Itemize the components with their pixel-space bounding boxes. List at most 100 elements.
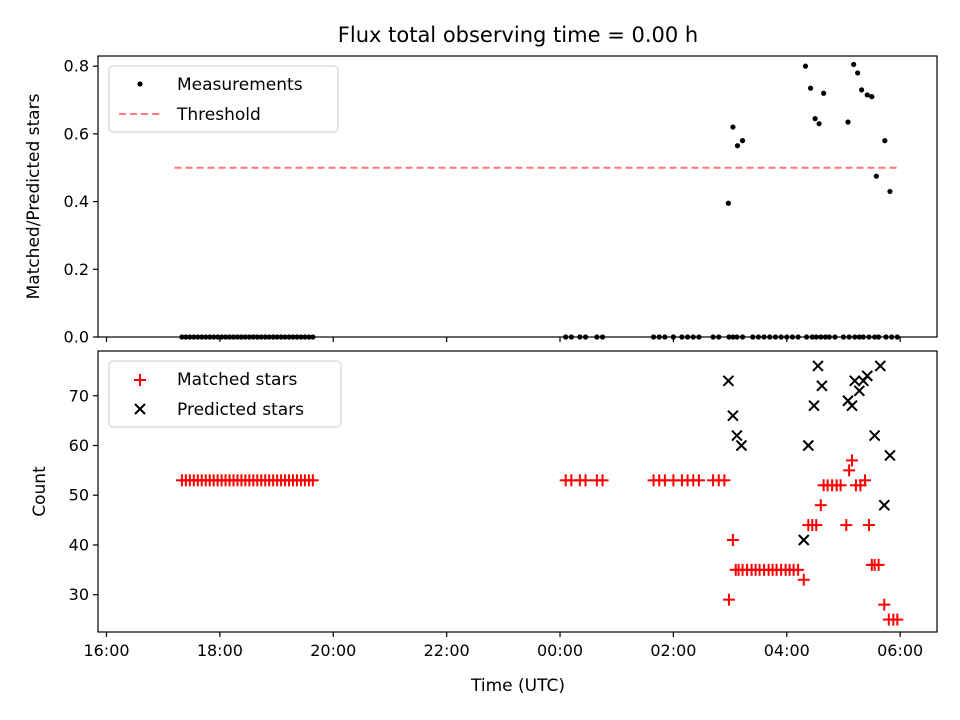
- measurement-point: [816, 121, 822, 127]
- predicted-stars-point-b: [812, 360, 824, 372]
- matched-stars-point: [722, 593, 735, 606]
- predicted-stars-point: [812, 360, 824, 372]
- ratio-legend: Measurements Threshold: [108, 65, 339, 133]
- y-tick-label: 0.8: [64, 57, 89, 76]
- measurement-point: [869, 94, 875, 100]
- matched-stars-point: [726, 533, 739, 546]
- ratio-panel: 0.00.20.40.60.8 Matched/Predicted stars …: [24, 55, 938, 347]
- predicted-stars-point: [878, 499, 890, 511]
- measurement-point: [887, 188, 893, 195]
- measurement-point: [882, 138, 888, 144]
- predicted-stars-point-b: [861, 370, 873, 382]
- x-tick-label: 22:00: [424, 641, 470, 660]
- matched-legend-marker: [134, 374, 146, 386]
- predicted-stars-point: [727, 409, 739, 422]
- y-tick-label: 30: [69, 585, 89, 604]
- predicted-stars-point-b: [868, 429, 881, 442]
- measurement-point: [851, 61, 857, 68]
- x-tick-label: 02:00: [650, 641, 696, 660]
- y-tick-label: 70: [69, 386, 89, 405]
- x-axis-label: Time (UTC): [470, 676, 565, 696]
- chart-title: Flux total observing time = 0.00 h: [338, 23, 698, 47]
- y-tick-label: 60: [69, 436, 89, 455]
- predicted-stars-point-b: [722, 375, 735, 387]
- matched-stars-point: [878, 598, 891, 611]
- matched-stars-point: [891, 613, 904, 626]
- predicted-stars-point-b: [808, 400, 820, 412]
- y-tick-label: 40: [69, 535, 89, 554]
- x-tick-label: 00:00: [537, 641, 583, 660]
- measurement-point: [855, 70, 861, 76]
- ratio-legend-box: [108, 65, 339, 133]
- predicted-stars-point-b: [802, 439, 815, 452]
- matched-stars-point: [814, 499, 827, 512]
- matched-stars-point: [862, 519, 875, 532]
- measurements-legend-marker: [137, 81, 143, 87]
- predicted-stars-point: [846, 400, 858, 412]
- count-x-ticks: 16:00 18:00 20:00 22:00 00:00 02:00 04:00 06:00: [83, 632, 923, 660]
- matched-stars-point: [797, 573, 810, 586]
- predicted-stars-point: [816, 380, 828, 392]
- predicted-stars-point-b: [816, 380, 828, 392]
- ratio-panel-frame: [97, 55, 938, 338]
- measurement-point: [802, 63, 809, 69]
- measurement-point: [812, 116, 818, 122]
- predicted-stars-point: [861, 370, 873, 382]
- count-panel: 16:00 18:00 20:00 22:00 00:00 02:00 04:00 06:00…: [30, 350, 938, 696]
- predicted-stars-point: [868, 429, 881, 442]
- predicted-stars-point-b: [878, 499, 890, 511]
- ratio-y-axis-label: Matched/Predicted stars: [24, 93, 44, 299]
- matched-stars-point: [718, 474, 731, 487]
- measurement-point: [725, 200, 731, 206]
- predicted-stars-point: [802, 439, 815, 452]
- predicted-stars-point-b: [735, 439, 748, 452]
- y-tick-label: 50: [69, 486, 89, 505]
- x-tick-label: 18:00: [197, 641, 243, 660]
- matched-stars-point: [840, 519, 853, 532]
- count-legend-box: [108, 360, 342, 428]
- predicted-stars-point: [849, 375, 861, 387]
- y-tick-label: 0.4: [64, 192, 89, 211]
- predicted-stars-point: [853, 385, 866, 397]
- matched-stars-point: [834, 479, 847, 492]
- predicted-stars-point: [874, 360, 887, 372]
- y-tick-label: 0.6: [64, 124, 89, 143]
- predicted-legend-label: Predicted stars: [177, 400, 304, 420]
- measurements-legend-label: Measurements: [177, 75, 303, 95]
- count-y-ticks: 30 40 50 60 70: [69, 386, 98, 604]
- x-tick-label: 04:00: [764, 641, 810, 660]
- matched-stars-point: [859, 474, 872, 487]
- predicted-stars-point-b: [727, 409, 739, 422]
- predicted-stars-point: [798, 534, 810, 546]
- predicted-stars-point-b: [731, 429, 743, 442]
- measurement-point: [730, 124, 736, 130]
- predicted-stars-point: [808, 400, 820, 412]
- measurement-point: [739, 138, 746, 144]
- predicted-stars-point-b: [874, 360, 887, 372]
- measurement-point: [734, 143, 741, 149]
- matched-stars-point: [579, 474, 592, 487]
- measurement-point: [821, 90, 827, 96]
- matched-stars-point: [872, 558, 885, 571]
- ratio-x-ticks: [105, 337, 901, 342]
- matched-stars-point: [792, 563, 805, 576]
- matched-legend-label: Matched stars: [177, 370, 297, 390]
- threshold-legend-label: Threshold: [176, 105, 261, 125]
- matched-stars-point: [306, 474, 319, 487]
- matched-stars-point: [845, 454, 858, 467]
- predicted-stars-point-b: [884, 449, 896, 462]
- matched-stars-point: [843, 464, 856, 477]
- matched-stars-point: [810, 519, 823, 532]
- predicted-stars-point-b: [853, 385, 866, 397]
- x-tick-label: 06:00: [877, 641, 923, 660]
- predicted-stars-point-b: [849, 375, 861, 387]
- measurement-point: [864, 92, 870, 98]
- count-marks: [175, 360, 904, 626]
- predicted-stars-point: [735, 439, 748, 452]
- matched-stars-point: [596, 474, 609, 487]
- matched-stars-point: [692, 474, 705, 487]
- count-legend: Matched stars Predicted stars: [108, 360, 342, 428]
- y-tick-label: 0.2: [64, 260, 89, 279]
- predicted-legend-marker: [134, 403, 146, 415]
- measurement-point: [859, 87, 865, 93]
